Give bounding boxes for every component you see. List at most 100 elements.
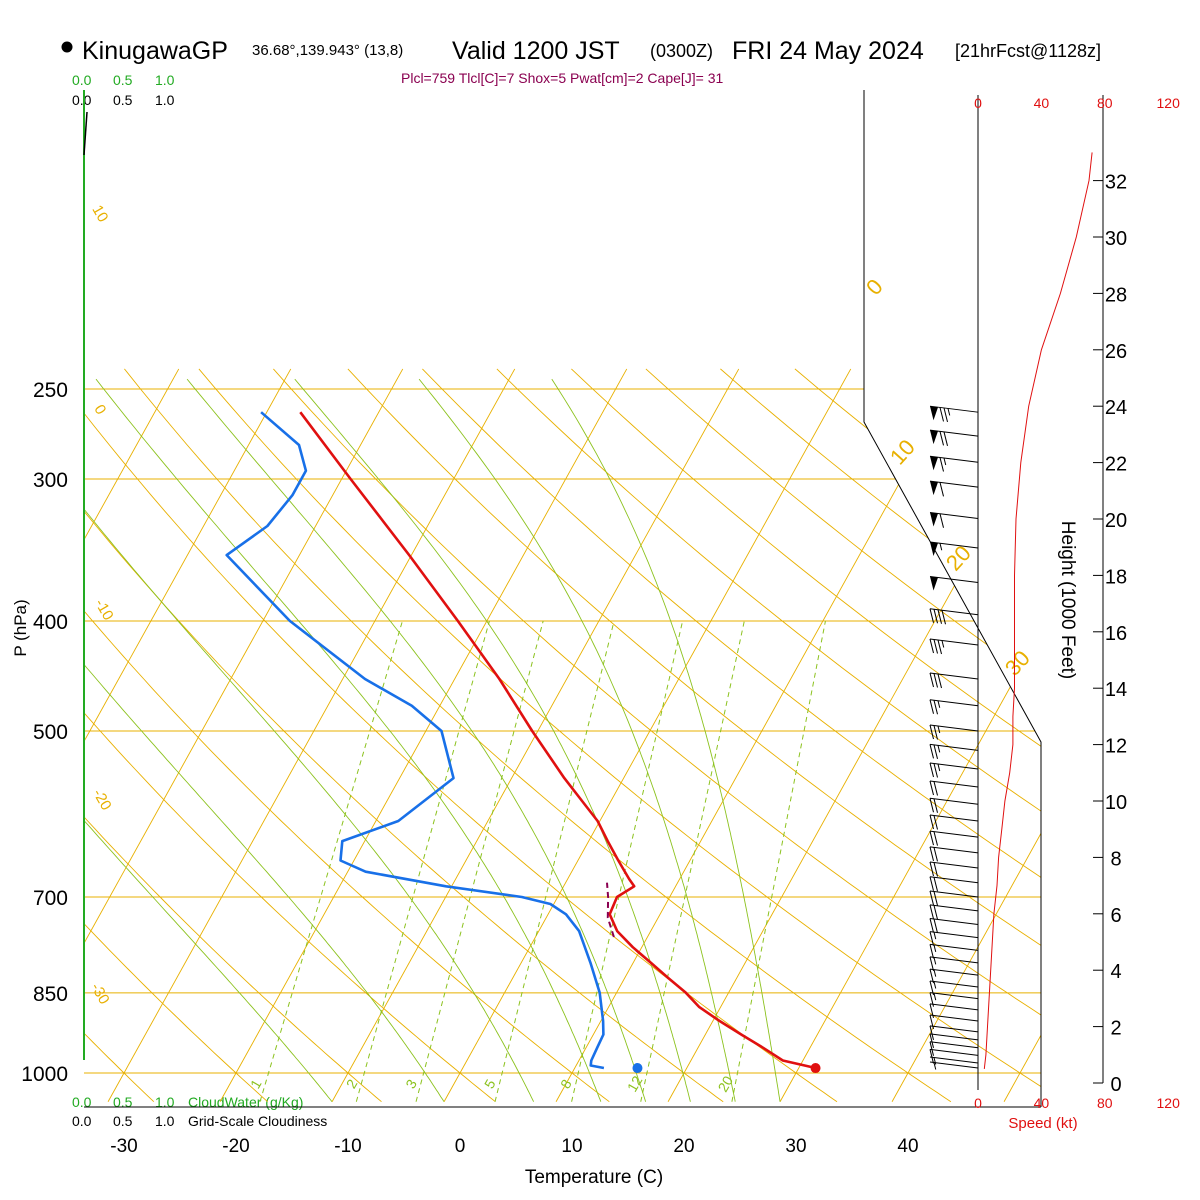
mixing-ratio-line — [355, 620, 490, 1102]
pressure-tick-label: 300 — [33, 469, 68, 492]
cloud-scale-bottom-green-0: 0.0 — [72, 1094, 92, 1110]
moist-adiabat-line — [84, 378, 535, 1102]
speed-axis-title: Speed (kt) — [1008, 1115, 1077, 1132]
temperature-tick-label: -30 — [110, 1136, 137, 1157]
height-tick-label: 12 — [1105, 736, 1127, 758]
station-bullet-icon — [61, 41, 73, 53]
mixing-ratio-label: 20 — [714, 1073, 736, 1095]
wind-barb — [929, 512, 979, 528]
indices-line: Plcl=759 Tlcl[C]=7 Shox=5 Pwat[cm]=2 Cap… — [401, 70, 724, 86]
mixing-ratio-line — [640, 620, 745, 1102]
mixing-ratio-line — [494, 620, 615, 1102]
isotherm-label: 10 — [88, 202, 111, 225]
x-axis-title: Temperature (C) — [525, 1167, 663, 1188]
wind-barb — [929, 917, 979, 934]
speed-tick-label-bottom: 40 — [1034, 1095, 1050, 1111]
wind-barb — [929, 814, 979, 830]
forecast-info: [21hrFcst@1128z] — [955, 41, 1101, 61]
cloud-scale-bottom-green-2: 1.0 — [155, 1094, 175, 1110]
wind-barb — [929, 830, 979, 846]
speed-tick-label-bottom: 80 — [1097, 1095, 1113, 1111]
wind-barb — [929, 724, 979, 740]
cloud-scale-top-green-2: 1.0 — [155, 72, 175, 88]
dry-adiabat-line — [496, 368, 1041, 1103]
wind-barb — [929, 1033, 979, 1048]
wind-barb — [929, 797, 979, 813]
mixing-ratio-line — [571, 620, 684, 1102]
dry-adiabat-line — [84, 368, 268, 1103]
cloud-scale-bottom-black-2: 1.0 — [155, 1113, 175, 1129]
height-tick-label: 6 — [1110, 905, 1121, 927]
parcel-profile-line — [606, 882, 615, 938]
valid-utc: (0300Z) — [650, 41, 713, 61]
valid-date: FRI 24 May 2024 — [732, 37, 924, 65]
temperature-tick-label: 30 — [785, 1136, 806, 1157]
surface-dewpoint-dot — [632, 1063, 643, 1074]
pressure-tick-label: 400 — [33, 611, 68, 634]
height-tick-label: 10 — [1105, 792, 1127, 814]
wind-barb — [929, 608, 979, 625]
cloud-scale-top-green-1: 0.5 — [113, 72, 133, 88]
height-tick-label: 4 — [1110, 961, 1121, 983]
wind-barb — [929, 904, 979, 920]
speed-tick-label-top: 80 — [1097, 95, 1113, 111]
wind-barb — [929, 405, 979, 423]
wind-barb — [929, 1014, 979, 1030]
station-coords: 36.68°,139.943° (13,8) — [252, 42, 403, 59]
isotherm-line — [84, 368, 404, 1102]
valid-time: Valid 1200 JST — [452, 37, 620, 65]
wind-barb — [929, 1056, 979, 1065]
cloud-scale-top-black-2: 1.0 — [155, 92, 175, 108]
height-tick-label: 30 — [1105, 228, 1127, 250]
height-tick-label: 0 — [1110, 1074, 1121, 1096]
isotherm-line — [84, 368, 292, 1102]
wind-barb — [929, 992, 979, 1007]
temperature-tick-label: -10 — [334, 1136, 361, 1157]
speed-tick-label-bottom: 120 — [1157, 1095, 1181, 1111]
wind-barb — [929, 672, 979, 689]
pressure-tick-label: 250 — [33, 379, 68, 402]
wind-barb — [929, 743, 979, 760]
wind-barb — [929, 1025, 979, 1040]
height-tick-label: 28 — [1105, 284, 1127, 306]
wind-barb — [929, 541, 979, 556]
cloud-scale-top-green-0: 0.0 — [72, 72, 92, 88]
cloud-scale-bottom-black-0: 0.0 — [72, 1113, 92, 1129]
dry-adiabat-line — [273, 368, 1041, 1103]
temperature-tick-label: 40 — [897, 1136, 918, 1157]
height-tick-label: 24 — [1105, 397, 1127, 419]
isotherm-line — [84, 368, 180, 1102]
height-tick-label: 2 — [1110, 1018, 1121, 1040]
dry-adiabat-line — [422, 368, 1041, 1103]
temperature-tick-label: -20 — [222, 1136, 249, 1157]
speed-tick-label-top: 40 — [1034, 95, 1050, 111]
temperature-profile-line — [299, 411, 816, 1070]
speed-tick-label-bottom: 0 — [974, 1095, 982, 1111]
wind-barb — [929, 846, 979, 862]
height-tick-label: 32 — [1105, 172, 1127, 194]
wind-barb — [929, 968, 979, 984]
wind-barb — [929, 956, 979, 972]
moist-adiabat-line — [186, 378, 647, 1102]
wind-barb — [929, 699, 979, 715]
pressure-tick-label: 700 — [33, 887, 68, 910]
pressure-tick-label: 850 — [33, 983, 68, 1006]
wind-barb — [929, 575, 979, 591]
mixing-ratio-label: 12 — [624, 1073, 646, 1095]
wind-speed-line — [983, 152, 1093, 1069]
isotherm-line — [219, 368, 628, 1102]
dry-adiabat-line — [645, 368, 1041, 1103]
isotherm-line — [779, 368, 1041, 1102]
wind-barb — [929, 1041, 979, 1056]
wind-barb — [929, 861, 979, 877]
speed-tick-label-top: 120 — [1157, 95, 1181, 111]
temperature-tick-label: 10 — [561, 1136, 582, 1157]
wind-barb — [929, 943, 979, 959]
wind-barb — [929, 931, 979, 946]
dry-adiabat-line — [84, 368, 382, 1103]
height-tick-label: 16 — [1105, 623, 1127, 645]
moist-adiabat-line — [294, 378, 691, 1102]
cloud-scale-bottom-black-1: 0.5 — [113, 1113, 133, 1129]
surface-temperature-dot — [810, 1063, 821, 1074]
wind-barb — [929, 1003, 979, 1019]
